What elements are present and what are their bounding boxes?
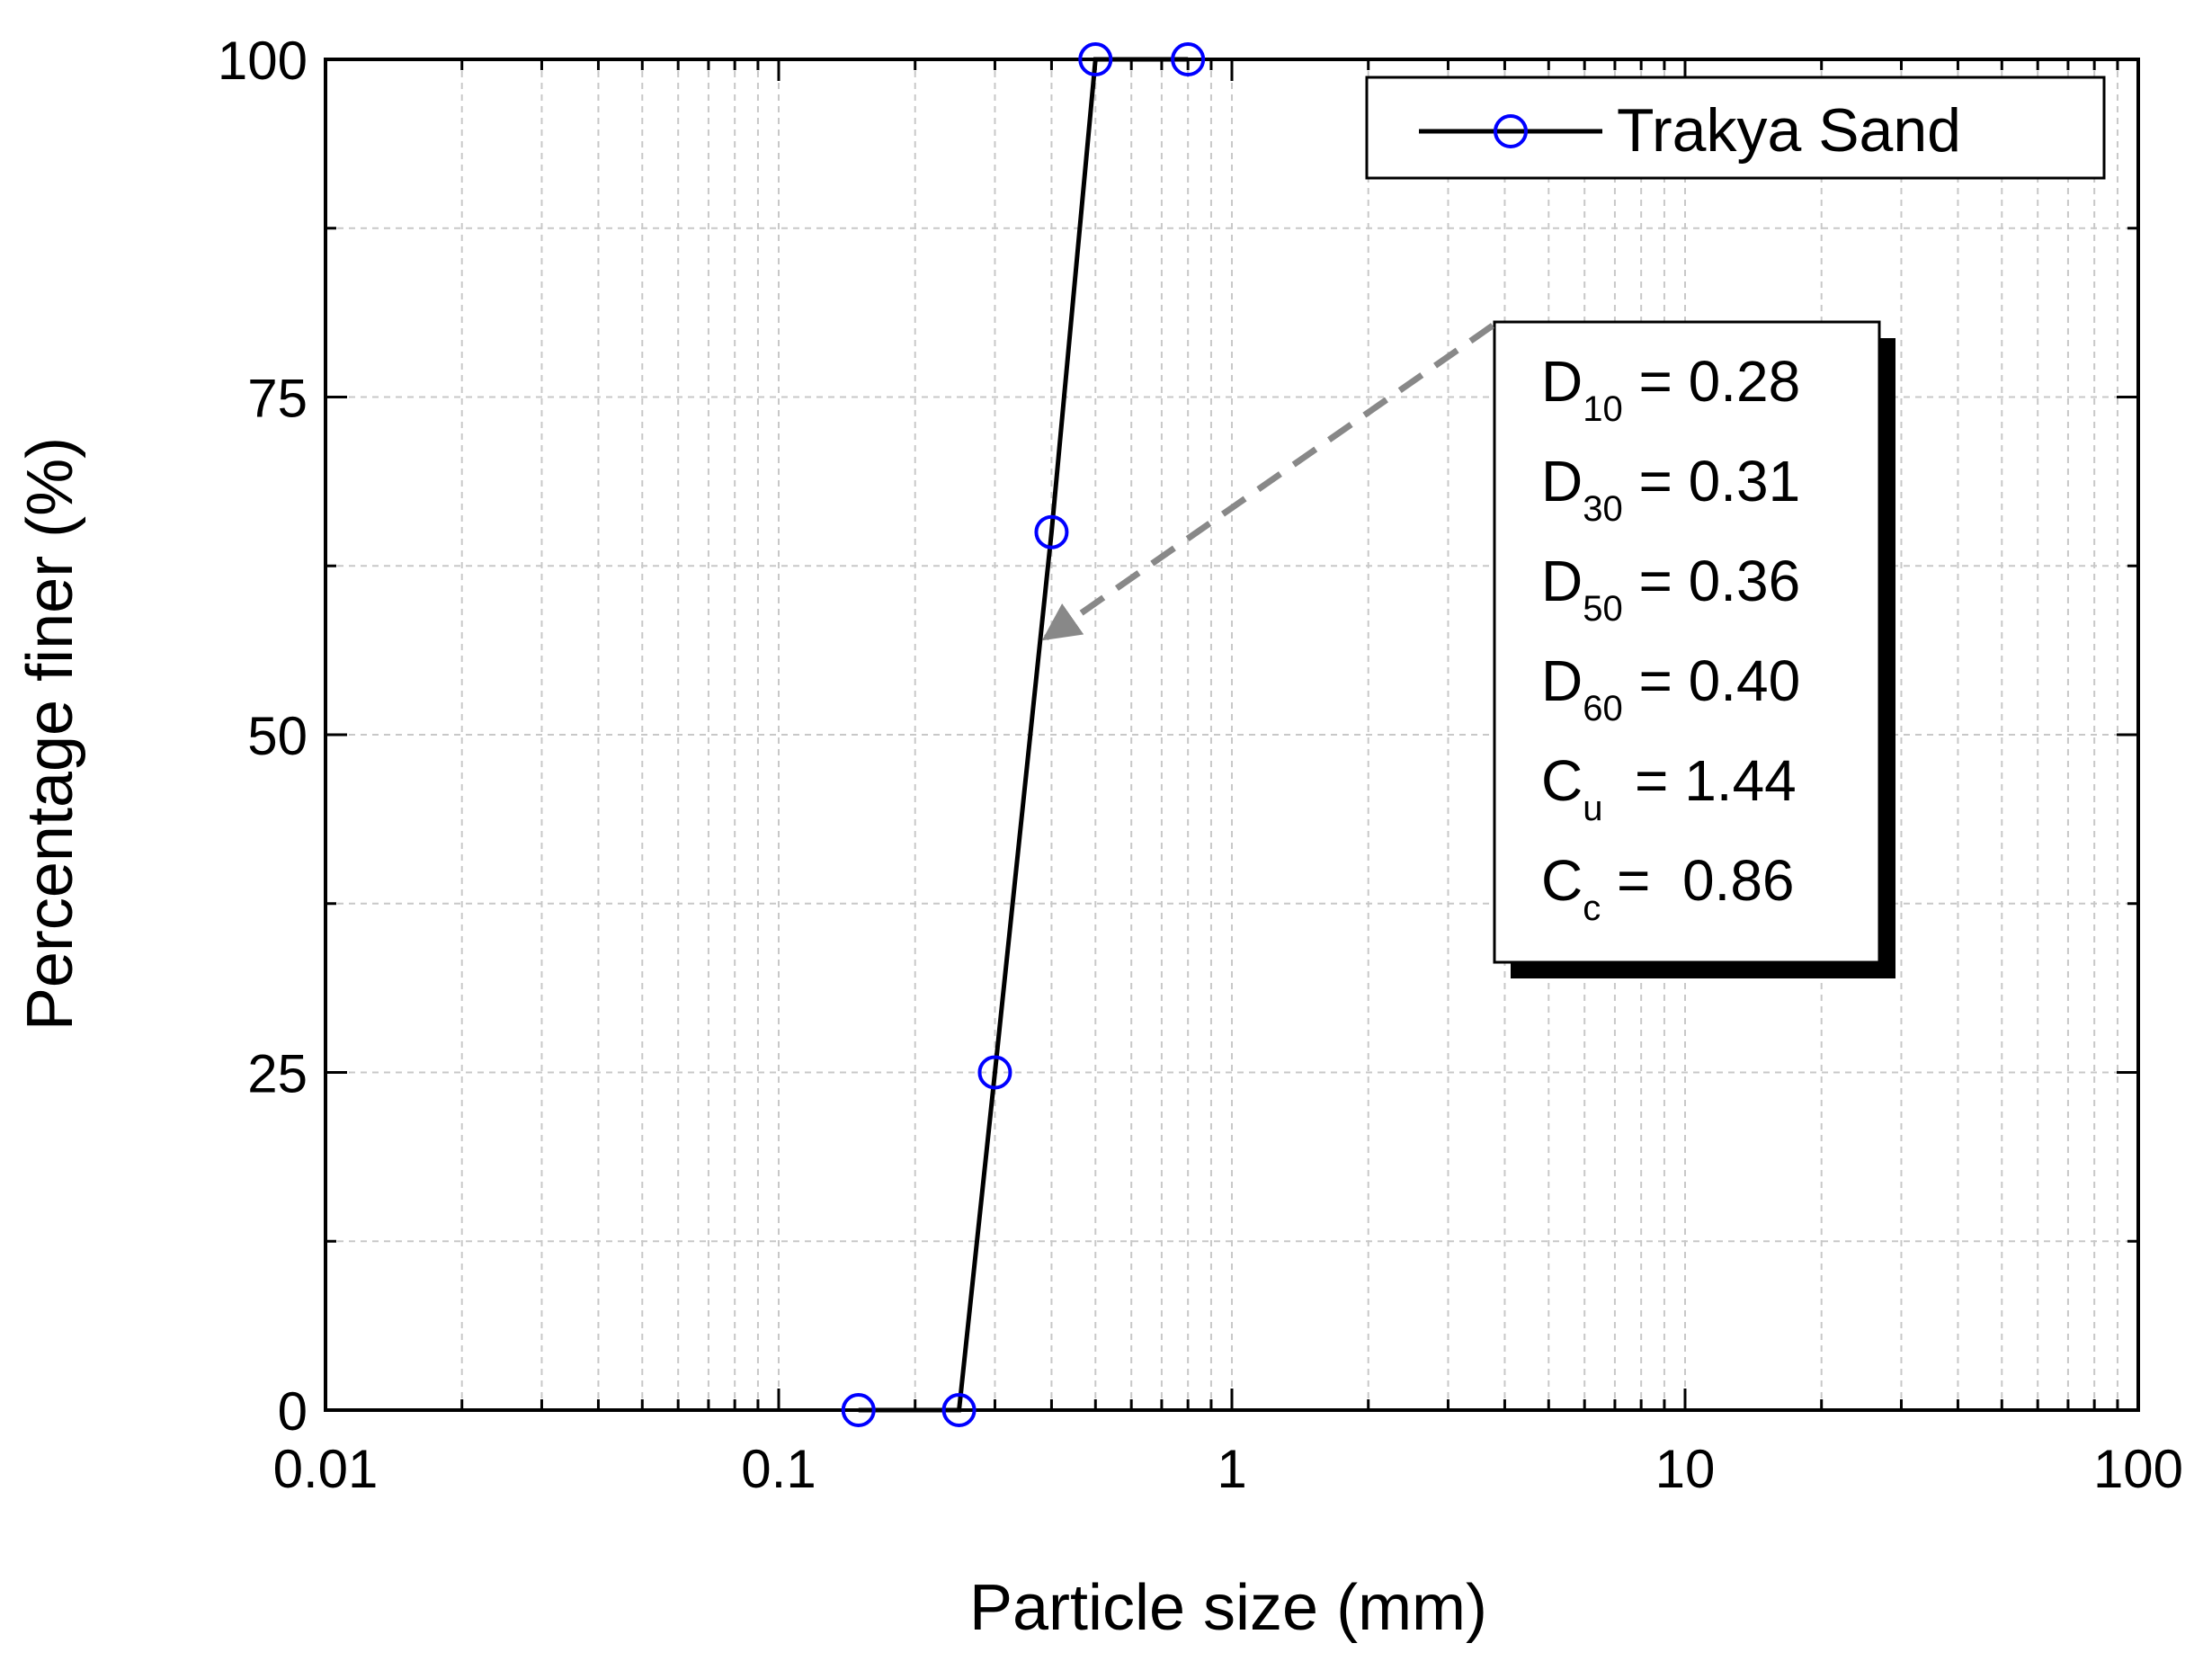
legend: Trakya Sand (1365, 76, 2106, 180)
annotation-box (1493, 320, 1881, 964)
annotation-symbol: D (1541, 648, 1583, 713)
y-tick-label: 25 (247, 1044, 308, 1104)
annotation-value: = 0.28 (1623, 349, 1801, 414)
annotation-subscript: 50 (1583, 589, 1623, 629)
annotation-line: D60 = 0.40 (1541, 648, 1800, 728)
annotation-subscript: u (1583, 789, 1602, 828)
legend-box (1365, 76, 2106, 180)
y-tick-label: 0 (278, 1381, 308, 1442)
annotation-value: = 0.31 (1623, 449, 1801, 514)
annotation-line: Cc = 0.86 (1541, 848, 1795, 928)
data-point (841, 1393, 876, 1427)
annotation-subscript: 10 (1583, 389, 1623, 429)
annotation-value: = 0.40 (1623, 648, 1801, 713)
annotation-value: = 0.36 (1623, 549, 1801, 613)
annotation-value: = 1.44 (1602, 748, 1796, 813)
annotation-symbol: D (1541, 549, 1583, 613)
annotation-line: D30 = 0.31 (1541, 449, 1800, 529)
x-tick-label: 0.1 (741, 1439, 816, 1499)
legend-label: Trakya Sand (1617, 96, 1961, 165)
data-point (977, 1055, 1012, 1090)
y-axis-title: Percentage finer (%) (14, 437, 86, 1031)
annotation-symbol: C (1541, 848, 1583, 913)
legend-marker-swatch (1494, 114, 1528, 148)
annotation-value: = 0.86 (1601, 848, 1794, 913)
series-line (858, 57, 1189, 1413)
annotation-line: D50 = 0.36 (1541, 549, 1800, 629)
data-point (1078, 42, 1113, 76)
series-trakya-sand (841, 42, 1206, 1427)
axis-ticks: 0.01 0.1 1 10 100 0 25 50 75 100 (218, 31, 2183, 1499)
y-tick-label: 75 (247, 369, 308, 429)
annotation-line: D10 = 0.28 (1541, 349, 1800, 429)
grid (326, 59, 2138, 1410)
annotation-symbol: C (1541, 748, 1583, 813)
x-tick-label: 10 (1655, 1439, 1716, 1499)
data-point (1171, 42, 1206, 76)
annotation-subscript: 30 (1583, 489, 1623, 529)
annotation-arrow (1041, 323, 1495, 641)
data-point (1034, 514, 1069, 549)
annotation-symbol: D (1541, 449, 1583, 514)
data-point (941, 1393, 977, 1427)
y-tick-label: 50 (247, 706, 308, 766)
x-tick-label: 100 (2093, 1439, 2183, 1499)
x-axis-title: Particle size (mm) (969, 1572, 1487, 1644)
x-tick-label: 0.01 (273, 1439, 379, 1499)
annotation-subscript: 60 (1583, 689, 1623, 728)
x-tick-label: 1 (1217, 1439, 1246, 1499)
annotation-subscript: c (1583, 889, 1601, 928)
annotation-line: Cu = 1.44 (1541, 748, 1797, 828)
annotation-symbol: D (1541, 349, 1583, 414)
y-tick-label: 100 (218, 31, 308, 91)
